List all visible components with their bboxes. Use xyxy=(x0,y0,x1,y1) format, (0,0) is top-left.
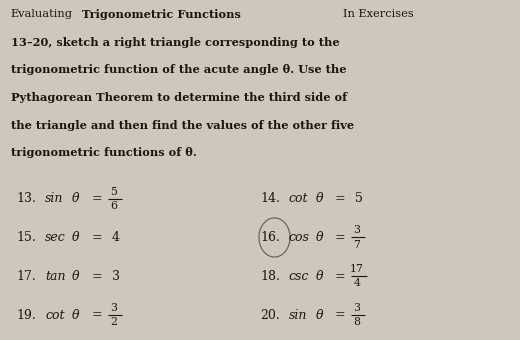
Text: sec: sec xyxy=(45,231,66,244)
Text: =: = xyxy=(335,270,346,283)
Text: 19.: 19. xyxy=(17,308,36,322)
Text: θ: θ xyxy=(315,270,323,283)
Text: 5: 5 xyxy=(355,192,362,205)
Text: 3: 3 xyxy=(110,303,117,313)
Text: 15.: 15. xyxy=(17,231,36,244)
Text: cot: cot xyxy=(45,308,65,322)
Text: 13–20, sketch a right triangle corresponding to the: 13–20, sketch a right triangle correspon… xyxy=(11,37,340,48)
Text: 6: 6 xyxy=(110,201,117,211)
Text: =: = xyxy=(92,231,102,244)
Text: 13.: 13. xyxy=(17,192,37,205)
Text: trigonometric function of the acute angle θ. Use the: trigonometric function of the acute angl… xyxy=(11,65,346,75)
Text: the triangle and then find the values of the other five: the triangle and then find the values of… xyxy=(11,120,354,131)
Text: Pythagorean Theorem to determine the third side of: Pythagorean Theorem to determine the thi… xyxy=(11,92,347,103)
Text: =: = xyxy=(335,308,346,322)
Text: trigonometric functions of θ.: trigonometric functions of θ. xyxy=(11,148,197,158)
Text: 3: 3 xyxy=(353,225,360,235)
Text: cos: cos xyxy=(289,231,309,244)
Text: csc: csc xyxy=(289,270,309,283)
Text: 20.: 20. xyxy=(260,308,280,322)
Text: 17.: 17. xyxy=(17,270,36,283)
Text: cot: cot xyxy=(289,192,308,205)
Text: =: = xyxy=(92,308,102,322)
Text: 16.: 16. xyxy=(260,231,280,244)
Text: sin: sin xyxy=(289,308,307,322)
Text: 4: 4 xyxy=(353,278,360,288)
Text: 8: 8 xyxy=(353,317,360,327)
Text: =: = xyxy=(335,192,346,205)
Text: 4: 4 xyxy=(112,231,120,244)
Text: 3: 3 xyxy=(353,303,360,313)
Text: θ: θ xyxy=(315,192,323,205)
Text: 18.: 18. xyxy=(260,270,280,283)
Text: θ: θ xyxy=(72,270,80,283)
Text: Evaluating: Evaluating xyxy=(11,9,73,19)
Text: θ: θ xyxy=(72,192,80,205)
Text: θ: θ xyxy=(72,231,80,244)
Text: =: = xyxy=(335,231,346,244)
Text: Trigonometric Functions: Trigonometric Functions xyxy=(82,9,240,20)
Text: 2: 2 xyxy=(110,317,117,327)
Text: 14.: 14. xyxy=(260,192,280,205)
Text: 17: 17 xyxy=(350,264,363,274)
Text: 7: 7 xyxy=(353,239,360,250)
Text: θ: θ xyxy=(315,308,323,322)
Text: 3: 3 xyxy=(112,270,120,283)
Text: tan: tan xyxy=(45,270,66,283)
Text: 5: 5 xyxy=(110,187,117,197)
Text: θ: θ xyxy=(72,308,80,322)
Text: sin: sin xyxy=(45,192,64,205)
Text: θ: θ xyxy=(315,231,323,244)
Text: =: = xyxy=(92,192,102,205)
Text: In Exercises: In Exercises xyxy=(343,9,413,19)
Text: =: = xyxy=(92,270,102,283)
